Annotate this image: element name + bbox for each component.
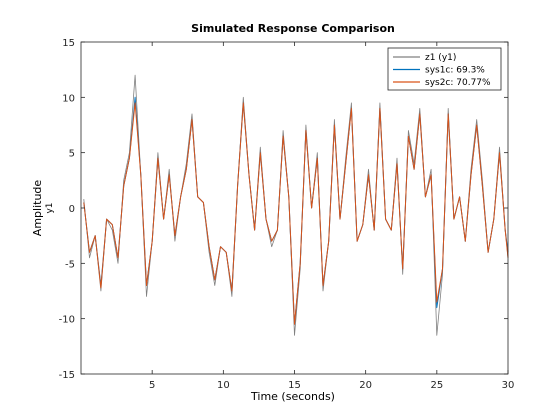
y-tick-label: -5: [65, 259, 75, 270]
x-axis-label: Time (seconds): [250, 390, 335, 403]
y-tick-label: 0: [69, 204, 75, 215]
x-axis: 5 10 15 20 25 30: [149, 42, 514, 391]
x-tick-label: 20: [359, 380, 372, 391]
channel-label: y1: [45, 202, 55, 213]
y-tick-label: 10: [62, 93, 75, 104]
legend[interactable]: z1 (y1) sys1c: 69.3% sys2c: 70.77%: [387, 47, 502, 91]
chart-title: Simulated Response Comparison: [191, 22, 395, 35]
x-tick-label: 5: [149, 380, 155, 391]
x-tick-label: 10: [217, 380, 230, 391]
series-line-3: [83, 102, 509, 325]
legend-label-2: sys1c: 69.3%: [425, 66, 485, 76]
y-tick-label: 5: [69, 149, 75, 160]
x-tick-label: 15: [288, 380, 301, 391]
series-layer: [83, 74, 509, 336]
y-tick-label: -15: [59, 370, 75, 381]
x-tick-label: 25: [430, 380, 443, 391]
y-axis-label: Amplitude: [31, 180, 44, 237]
legend-entries: z1 (y1) sys1c: 69.3% sys2c: 70.77%: [393, 53, 491, 88]
y-axis: -15 -10 -5 0 5 10 15: [59, 38, 508, 381]
legend-label-1: z1 (y1): [425, 53, 456, 63]
legend-label-3: sys2c: 70.77%: [425, 78, 491, 88]
x-tick-label: 30: [502, 380, 515, 391]
y-tick-label: -10: [59, 315, 75, 326]
y-tick-label: 15: [62, 38, 75, 49]
